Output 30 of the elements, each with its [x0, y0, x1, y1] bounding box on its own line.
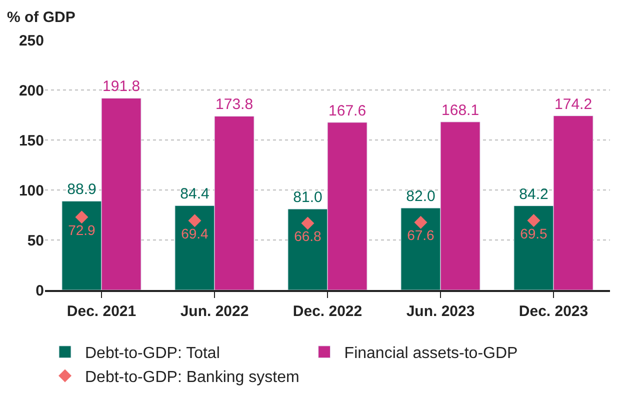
- legend-label: Financial assets-to-GDP: [344, 345, 518, 362]
- data-label: 88.9: [67, 181, 96, 198]
- x-tick-label: Jun. 2023: [406, 303, 475, 320]
- data-label: 191.8: [102, 78, 140, 96]
- y-tick-label: 100: [18, 182, 44, 200]
- x-tick-label: Jun. 2022: [180, 303, 249, 320]
- data-label: 66.8: [294, 228, 322, 244]
- y-axis-title: % of GDP: [7, 9, 76, 26]
- data-label: 84.4: [180, 186, 210, 203]
- data-label: 82.0: [406, 188, 436, 205]
- data-label: 69.5: [520, 225, 548, 242]
- data-label: 67.6: [407, 227, 435, 244]
- data-label: 168.1: [442, 102, 480, 119]
- data-label: 84.2: [519, 186, 548, 203]
- data-label: 69.4: [181, 225, 209, 242]
- y-tick-label: 150: [18, 132, 44, 150]
- data-label: 81.0: [293, 189, 322, 206]
- legend-label: Debt-to-GDP: Banking system: [85, 368, 300, 386]
- x-tick-label: Dec. 2022: [292, 303, 362, 320]
- legend-label: Debt-to-GDP: Total: [85, 345, 220, 362]
- y-tick-label: 200: [18, 82, 44, 100]
- x-tick-label: Dec. 2023: [518, 303, 588, 320]
- y-tick-label: 250: [18, 32, 44, 50]
- data-label: 167.6: [328, 102, 366, 120]
- data-label: 174.2: [554, 96, 592, 113]
- y-tick-label: 0: [36, 282, 44, 300]
- data-label: 72.9: [68, 222, 96, 238]
- y-tick-label: 50: [27, 232, 44, 250]
- data-label: 173.8: [216, 96, 254, 114]
- x-tick-label: Dec. 2021: [66, 303, 136, 320]
